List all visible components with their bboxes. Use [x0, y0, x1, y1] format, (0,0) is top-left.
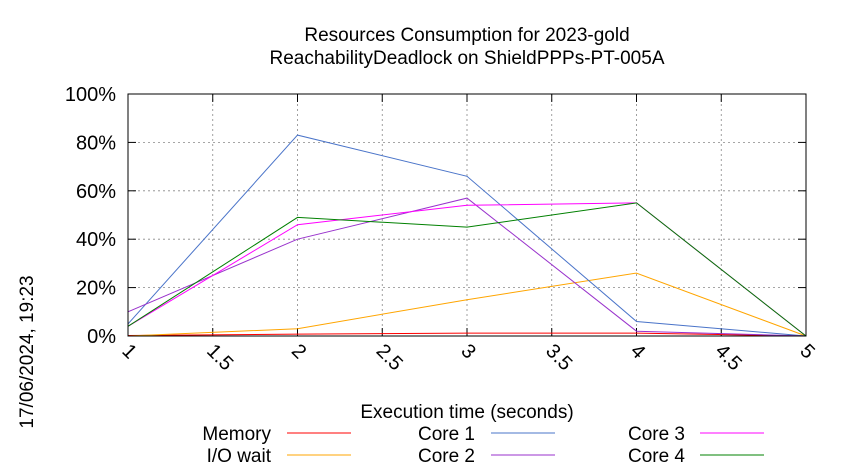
y-tick-label: 20%	[76, 278, 116, 300]
x-tick-label: 2	[287, 340, 310, 363]
chart-title-line-1: Resources Consumption for 2023-gold	[304, 25, 629, 46]
plot-frame	[127, 93, 807, 337]
series-line-core-1	[127, 134, 807, 337]
legend-label-core-4: Core 4	[628, 446, 685, 467]
y-tick-label: 100%	[65, 84, 116, 106]
x-tick-label: 2.5	[372, 340, 407, 375]
series-lines	[127, 134, 807, 337]
y-tick-label: 60%	[76, 181, 116, 203]
x-tick-label: 4.5	[711, 340, 746, 375]
series-line-i-o-wait	[127, 272, 807, 337]
x-tick-label: 1	[117, 340, 140, 363]
x-tick-label: 3	[456, 340, 479, 363]
legend-label-core-3: Core 3	[628, 424, 685, 445]
legend-label-memory: Memory	[202, 424, 271, 445]
legend-label-core-1: Core 1	[418, 424, 475, 445]
series-line-memory	[127, 332, 807, 337]
y-tick-label: 80%	[76, 132, 116, 154]
grid	[128, 94, 806, 336]
y-tick-label: 0%	[87, 326, 116, 348]
legend-label-core-2: Core 2	[418, 446, 475, 467]
timestamp-label: 17/06/2024, 19:23	[17, 275, 38, 428]
series-line-core-2	[127, 197, 807, 337]
x-axis-label: Execution time (seconds)	[360, 402, 573, 423]
series-line-core-4	[127, 202, 807, 337]
legend-label-i-o-wait: I/O wait	[207, 446, 272, 467]
y-axis-ticks: 0% 20% 40% 60% 80% 100%	[65, 84, 806, 348]
x-tick-label: 5	[795, 340, 818, 363]
x-tick-label: 1.5	[202, 340, 237, 375]
y-tick-label: 40%	[76, 229, 116, 251]
x-tick-label: 4	[626, 340, 649, 363]
x-tick-label: 3.5	[541, 340, 576, 375]
chart-title-line-2: ReachabilityDeadlock on ShieldPPPs-PT-00…	[270, 48, 665, 69]
